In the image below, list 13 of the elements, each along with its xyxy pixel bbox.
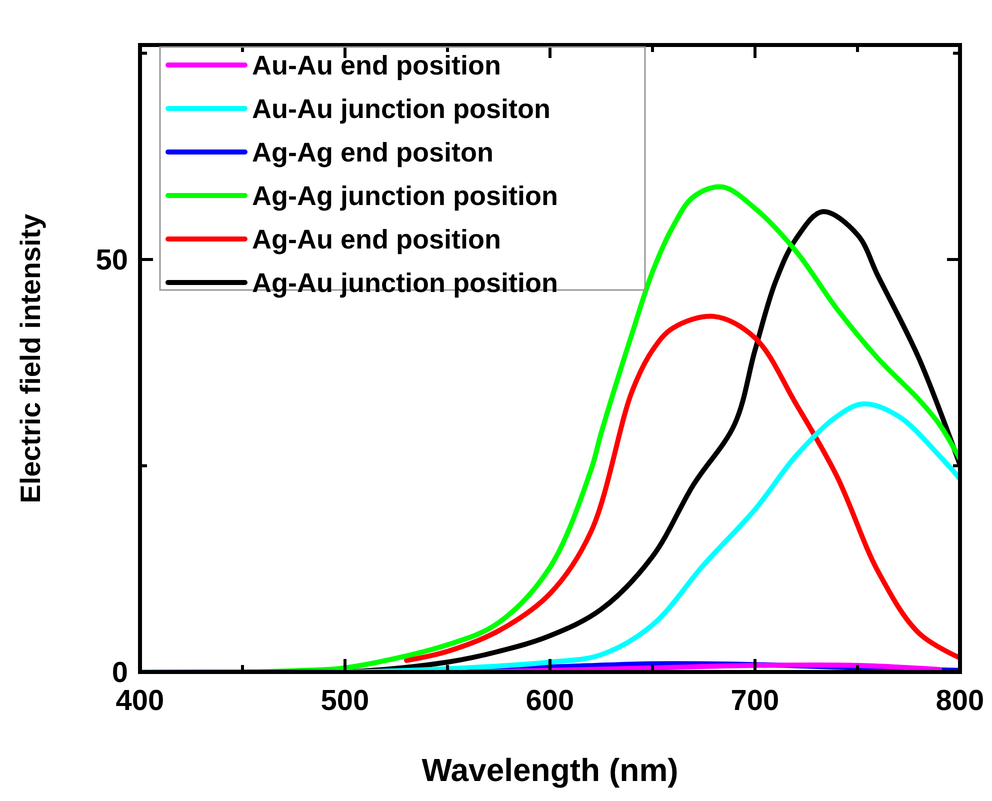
legend-label: Au-Au junction positon bbox=[252, 94, 550, 124]
y-axis-title: Electric field intensity bbox=[15, 213, 46, 504]
x-tick-label: 600 bbox=[526, 685, 574, 717]
legend-label: Au-Au end position bbox=[252, 50, 501, 80]
legend-label: Ag-Au junction position bbox=[252, 268, 558, 298]
y-tick-label: 50 bbox=[96, 244, 128, 277]
x-tick-label: 800 bbox=[936, 685, 984, 717]
legend-label: Ag-Au end position bbox=[252, 224, 501, 254]
x-tick-label: 700 bbox=[730, 685, 780, 717]
x-tick-label: 500 bbox=[320, 685, 370, 717]
legend-label: Ag-Ag junction position bbox=[252, 180, 558, 211]
legend-label: Ag-Ag end positon bbox=[252, 137, 494, 168]
x-axis-title: Wavelength (nm) bbox=[422, 752, 678, 788]
